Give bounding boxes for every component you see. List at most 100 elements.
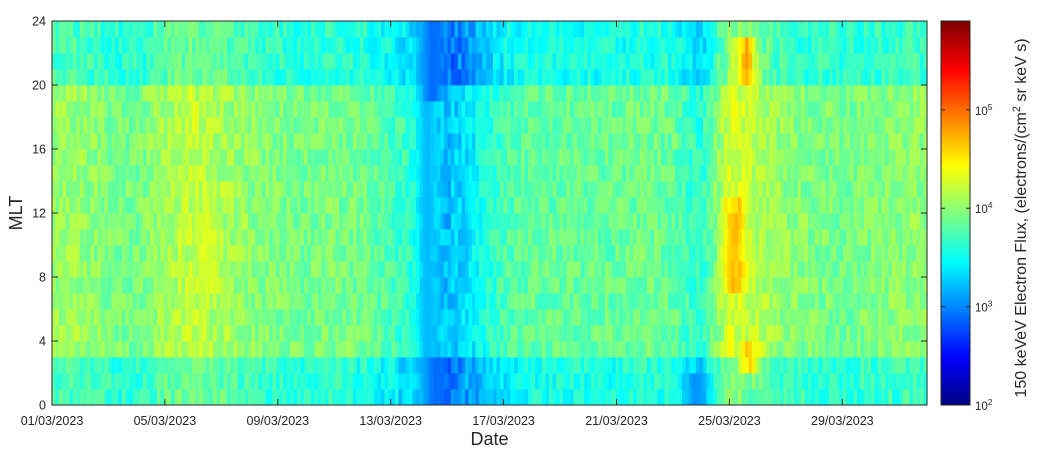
heatmap-cell — [55, 341, 60, 358]
heatmap-cell — [465, 213, 470, 230]
heatmap-cell — [440, 357, 445, 374]
heatmap-cell — [559, 37, 564, 54]
heatmap-cell — [668, 245, 673, 262]
heatmap-cell — [125, 37, 130, 54]
heatmap-cell — [748, 101, 753, 118]
heatmap-cell — [699, 213, 704, 230]
heatmap-cell — [535, 373, 540, 390]
heatmap-cell — [101, 277, 106, 294]
heatmap-cell — [272, 101, 277, 118]
heatmap-cell — [720, 357, 725, 374]
heatmap-cell — [262, 21, 267, 38]
heatmap-cell — [643, 325, 648, 342]
heatmap-cell — [720, 53, 725, 70]
heatmap-cell — [542, 165, 547, 182]
heatmap-cell — [311, 213, 316, 230]
heatmap-cell — [328, 245, 333, 262]
heatmap-cell — [377, 245, 382, 262]
heatmap-cell — [633, 165, 638, 182]
heatmap-cell — [738, 277, 743, 294]
heatmap-cell — [451, 165, 456, 182]
heatmap-cell — [244, 165, 249, 182]
heatmap-cell — [657, 21, 662, 38]
heatmap-cell — [717, 293, 722, 310]
heatmap-cell — [237, 325, 242, 342]
heatmap-cell — [405, 21, 410, 38]
heatmap-cell — [248, 277, 253, 294]
heatmap-cell — [577, 133, 582, 150]
heatmap-cell — [654, 389, 659, 406]
heatmap-cell — [507, 197, 512, 214]
heatmap-cell — [773, 373, 778, 390]
heatmap-cell — [430, 21, 435, 38]
heatmap-cell — [479, 69, 484, 86]
heatmap-cell — [279, 389, 284, 406]
heatmap-cell — [706, 389, 711, 406]
heatmap-cell — [671, 373, 676, 390]
heatmap-cell — [370, 197, 375, 214]
heatmap-cell — [517, 245, 522, 262]
heatmap-cell — [440, 181, 445, 198]
heatmap-cell — [265, 117, 270, 134]
heatmap-cell — [370, 149, 375, 166]
heatmap-cell — [199, 341, 204, 358]
heatmap-cell — [591, 389, 596, 406]
heatmap-cell — [766, 117, 771, 134]
heatmap-cell — [461, 229, 466, 246]
heatmap-cell — [601, 309, 606, 326]
heatmap-cell — [731, 277, 736, 294]
heatmap-cell — [290, 53, 295, 70]
heatmap-cell — [640, 309, 645, 326]
heatmap-cell — [391, 53, 396, 70]
heatmap-cell — [311, 165, 316, 182]
heatmap-cell — [706, 277, 711, 294]
heatmap-cell — [83, 261, 88, 278]
heatmap-cell — [160, 101, 165, 118]
heatmap-cell — [591, 261, 596, 278]
heatmap-cell — [468, 277, 473, 294]
heatmap-cell — [160, 325, 165, 342]
heatmap-cell — [430, 357, 435, 374]
heatmap-cell — [521, 117, 526, 134]
heatmap-cell — [584, 133, 589, 150]
heatmap-cell — [685, 37, 690, 54]
heatmap-cell — [209, 53, 214, 70]
heatmap-cell — [461, 165, 466, 182]
heatmap-cell — [405, 325, 410, 342]
heatmap-cell — [237, 293, 242, 310]
heatmap-cell — [290, 373, 295, 390]
heatmap-cell — [223, 37, 228, 54]
heatmap-cell — [675, 181, 680, 198]
heatmap-cell — [594, 197, 599, 214]
heatmap-cell — [549, 389, 554, 406]
heatmap-cell — [381, 181, 386, 198]
heatmap-cell — [475, 133, 480, 150]
heatmap-cell — [762, 85, 767, 102]
heatmap-cell — [738, 293, 743, 310]
heatmap-cell — [472, 293, 477, 310]
heatmap-cell — [692, 245, 697, 262]
heatmap-cell — [192, 101, 197, 118]
heatmap-cell — [493, 309, 498, 326]
heatmap-cell — [549, 165, 554, 182]
heatmap-cell — [188, 85, 193, 102]
heatmap-cell — [570, 69, 575, 86]
heatmap-cell — [73, 325, 78, 342]
heatmap-cell — [122, 149, 127, 166]
heatmap-cell — [514, 261, 519, 278]
heatmap-cell — [762, 277, 767, 294]
heatmap-cell — [493, 181, 498, 198]
heatmap-cell — [178, 37, 183, 54]
heatmap-cell — [507, 133, 512, 150]
heatmap-cell — [153, 21, 158, 38]
heatmap-cell — [486, 309, 491, 326]
heatmap-cell — [115, 85, 120, 102]
heatmap-cell — [87, 261, 92, 278]
heatmap-cell — [244, 373, 249, 390]
heatmap-cell — [535, 133, 540, 150]
heatmap-cell — [311, 117, 316, 134]
heatmap-cell — [167, 117, 172, 134]
heatmap-cell — [633, 101, 638, 118]
heatmap-cell — [402, 389, 407, 406]
heatmap-cell — [125, 133, 130, 150]
